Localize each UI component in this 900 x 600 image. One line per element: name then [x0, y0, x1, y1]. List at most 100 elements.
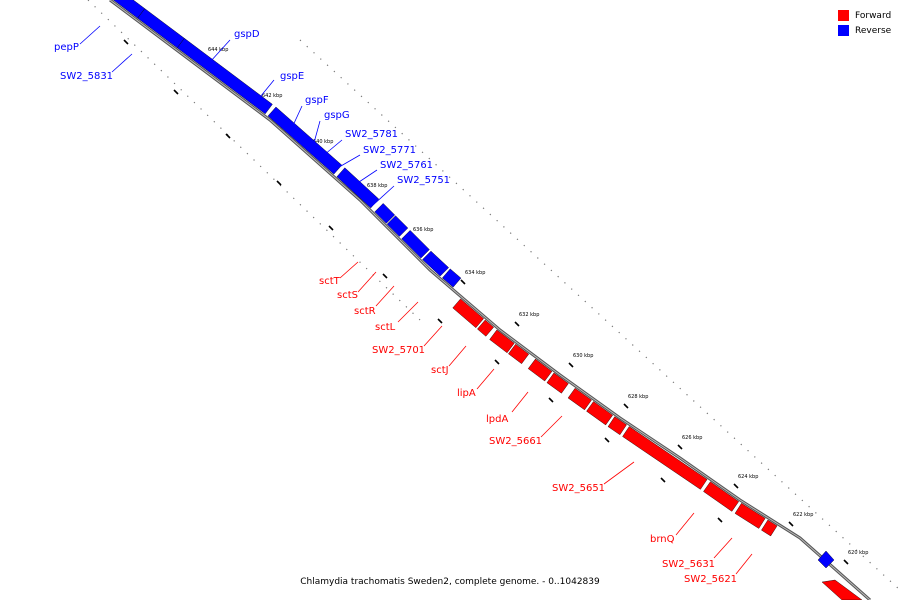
- legend: Forward Reverse: [838, 8, 891, 38]
- gene-label-SW2_5701: SW2_5701: [372, 345, 425, 356]
- tick-mark: [604, 437, 610, 443]
- leader-line-sctL: [397, 301, 419, 323]
- tick-label: 636 kbp: [413, 227, 433, 233]
- tick-label: 642 kbp: [262, 93, 282, 99]
- gene-label-SW2_5651: SW2_5651: [552, 483, 605, 494]
- gene-feature-sctJ: [546, 372, 569, 394]
- leader-line-gspF: [289, 105, 303, 133]
- gene-feature-sctT: [452, 298, 484, 329]
- gene-feature-lipA: [567, 387, 592, 411]
- tick-mark: [733, 483, 739, 489]
- tick-mark: [460, 279, 466, 285]
- gene-label-SW2_5761: SW2_5761: [380, 160, 433, 171]
- tick-mark: [437, 318, 443, 324]
- leader-line-SW2_5701: [423, 325, 443, 347]
- leader-line-brnQ: [675, 512, 695, 536]
- backbone-highlight: [109, 0, 871, 600]
- leader-line-SW2_5781: [317, 139, 343, 161]
- gene-feature-reverse-small: [817, 550, 835, 569]
- leader-line-sctT: [339, 261, 359, 279]
- tick-label: 634 kbp: [465, 270, 485, 276]
- tick-mark: [494, 359, 500, 365]
- gene-label-sctR: sctR: [354, 306, 376, 317]
- tick-mark: [623, 403, 629, 409]
- leader-line-lipA: [476, 368, 495, 390]
- tick-label: 638 kbp: [367, 183, 387, 189]
- tick-mark: [173, 89, 179, 95]
- tick-mark: [514, 321, 520, 327]
- gene-label-gspG: gspG: [324, 110, 350, 121]
- leader-line-lpdA: [511, 391, 529, 413]
- gene-feature-brnQ: [703, 481, 740, 512]
- leader-line-sctS: [357, 271, 377, 293]
- gene-label-sctS: sctS: [337, 290, 358, 301]
- leader-line-SW2_5831: [111, 53, 133, 73]
- leader-line-gspE: [255, 79, 275, 103]
- tick-mark: [717, 517, 723, 523]
- gene-feature-gspF: [336, 167, 380, 209]
- gene-label-SW2_5621: SW2_5621: [684, 574, 737, 585]
- tick-label: 622 kbp: [793, 512, 813, 518]
- gene-feature-SW2_5771: [401, 230, 430, 259]
- backbone-layer: [87, 0, 900, 600]
- tick-label: 640 kbp: [313, 139, 333, 145]
- legend-reverse: Reverse: [838, 23, 891, 38]
- gene-label-SW2_5751: SW2_5751: [397, 175, 450, 186]
- leader-line-SW2_5761: [349, 169, 378, 189]
- tick-label: 626 kbp: [682, 435, 702, 441]
- inner-dotted-guide: [87, 0, 421, 321]
- leader-line-SW2_5751: [371, 185, 395, 207]
- leader-line-SW2_5661: [540, 415, 563, 438]
- tick-mark: [225, 133, 231, 139]
- gene-label-sctJ: sctJ: [431, 365, 449, 376]
- gene-feature-sctS: [477, 319, 494, 337]
- legend-reverse-label: Reverse: [855, 25, 892, 36]
- gene-label-sctL: sctL: [375, 322, 396, 333]
- gene-label-SW2_5781: SW2_5781: [345, 129, 398, 140]
- tick-label: 628 kbp: [628, 394, 648, 400]
- tick-mark: [328, 225, 334, 231]
- legend-forward-swatch: [838, 10, 849, 21]
- gene-feature-sctL: [508, 343, 530, 364]
- tick-label: 620 kbp: [848, 550, 868, 556]
- gene-feature-gspG: [374, 203, 396, 224]
- leader-line-gspD: [209, 39, 231, 63]
- gene-label-SW2_5661: SW2_5661: [489, 436, 542, 447]
- tick-mark: [548, 397, 554, 403]
- map-caption: Chlamydia trachomatis Sweden2, complete …: [300, 577, 600, 587]
- legend-reverse-swatch: [838, 25, 849, 36]
- gene-label-pepP: pepP: [54, 42, 79, 53]
- gene-feature-forward-edge: [821, 579, 863, 600]
- legend-forward: Forward: [838, 8, 891, 23]
- tick-label: 632 kbp: [519, 312, 539, 318]
- gene-feature-sctR: [489, 329, 515, 354]
- tick-mark: [677, 444, 683, 450]
- tick-mark: [660, 477, 666, 483]
- leader-line-SW2_5631: [713, 537, 733, 559]
- leader-line-pepP: [79, 25, 101, 45]
- leader-line-sctJ: [448, 345, 467, 367]
- leader-line-SW2_5651: [603, 461, 635, 485]
- gene-label-SW2_5631: SW2_5631: [662, 559, 715, 570]
- tick-mark: [382, 273, 388, 279]
- tick-mark: [843, 559, 849, 565]
- tick-label: 630 kbp: [573, 353, 593, 359]
- tick-mark: [276, 180, 282, 186]
- gene-label-gspF: gspF: [305, 95, 329, 106]
- gene-feature-SW2_5701: [527, 358, 553, 382]
- gene-label-brnQ: brnQ: [650, 534, 675, 545]
- legend-forward-label: Forward: [855, 10, 892, 21]
- leader-line-gspG: [311, 120, 321, 151]
- leader-line-SW2_5621: [735, 553, 753, 575]
- gene-feature-SW2_5751: [442, 268, 462, 288]
- gene-label-gspE: gspE: [280, 71, 304, 82]
- gene-feature-SW2_5621: [761, 519, 778, 537]
- gene-label-sctT: sctT: [319, 276, 341, 287]
- gene-feature-SW2_5761: [422, 250, 449, 277]
- feature-layer: [112, 0, 863, 600]
- gene-label-SW2_5831: SW2_5831: [60, 71, 113, 82]
- gene-feature-SW2_5651: [622, 426, 708, 490]
- label-layer: pepP SW2_5831 gspD gspE gspF gspG SW2_5781 SW2_…: [54, 25, 753, 585]
- tick-mark: [123, 39, 129, 45]
